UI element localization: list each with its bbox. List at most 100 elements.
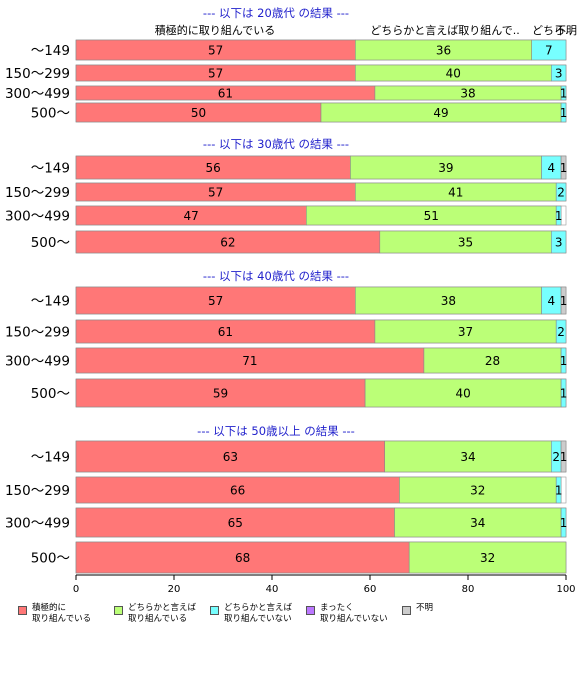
row-label: 500〜 bbox=[31, 106, 70, 122]
header-label: 積極的に取り組んでいる bbox=[155, 23, 275, 37]
bar-value-label: 71 bbox=[242, 354, 257, 368]
bar-segment bbox=[75, 286, 356, 315]
legend-label: 不明 bbox=[416, 603, 434, 613]
group-title: --- 以下は 40歳代 の結果 --- bbox=[203, 269, 349, 283]
bar-segment bbox=[560, 286, 567, 315]
bar-segment bbox=[550, 230, 567, 254]
x-tick-label: 80 bbox=[462, 584, 475, 595]
bar-value-label: 2 bbox=[557, 325, 565, 339]
bar-value-label: 1 bbox=[560, 387, 568, 401]
bar-segment bbox=[555, 319, 567, 344]
row-label: 〜149 bbox=[31, 450, 70, 466]
row-label: 150〜299 bbox=[5, 185, 70, 201]
bar-value-label: 57 bbox=[208, 186, 223, 200]
legend-label: どちらかと言えば 取り組んでいない bbox=[224, 603, 293, 624]
x-tick-label: 40 bbox=[266, 584, 279, 595]
bar-value-label: 2 bbox=[557, 186, 565, 200]
row-label: 〜149 bbox=[31, 161, 70, 177]
bar-value-label: 63 bbox=[223, 450, 238, 464]
row-label: 〜149 bbox=[31, 43, 70, 59]
row-label: 300〜499 bbox=[5, 86, 70, 102]
bar-value-label: 49 bbox=[433, 106, 448, 120]
group-title: --- 以下は 50歳以上 の結果 --- bbox=[197, 424, 355, 438]
bar-value-label: 1 bbox=[560, 106, 568, 120]
row-label: 500〜 bbox=[31, 551, 70, 567]
bar-value-label: 1 bbox=[555, 484, 563, 498]
bar-segment bbox=[560, 102, 567, 123]
bar-segment bbox=[75, 347, 425, 374]
row-label: 150〜299 bbox=[5, 66, 70, 82]
bar-value-label: 4 bbox=[547, 294, 555, 308]
bar-value-label: 50 bbox=[191, 106, 206, 120]
bar-value-label: 1 bbox=[560, 516, 568, 530]
bar-value-label: 41 bbox=[448, 186, 463, 200]
bar-value-label: 1 bbox=[560, 294, 568, 308]
row-label: 150〜299 bbox=[5, 483, 70, 499]
bar-value-label: 59 bbox=[213, 387, 228, 401]
bar-value-label: 34 bbox=[460, 450, 475, 464]
bar-value-label: 51 bbox=[424, 209, 439, 223]
bar-value-label: 1 bbox=[560, 161, 568, 175]
bar-value-label: 32 bbox=[470, 484, 485, 498]
bar-value-label: 37 bbox=[458, 325, 473, 339]
legend-swatch bbox=[210, 606, 219, 615]
bar-value-label: 1 bbox=[560, 450, 568, 464]
bar-segment bbox=[550, 64, 567, 82]
row-label: 500〜 bbox=[31, 235, 70, 251]
header-label: 不明 bbox=[555, 24, 577, 37]
bar-value-label: 38 bbox=[460, 87, 475, 101]
bar-value-label: 4 bbox=[547, 161, 555, 175]
bar-value-label: 36 bbox=[436, 44, 451, 58]
bar-value-label: 3 bbox=[555, 67, 563, 81]
x-tick-label: 20 bbox=[168, 584, 181, 595]
x-tick-label: 100 bbox=[556, 584, 575, 595]
legend-item: まったく 取り組んでいない bbox=[306, 603, 388, 625]
bar-segment bbox=[560, 507, 567, 538]
bar-segment bbox=[394, 507, 562, 538]
legend-swatch bbox=[114, 606, 123, 615]
row-label: 300〜499 bbox=[5, 209, 70, 225]
bar-value-label: 40 bbox=[446, 67, 461, 81]
bar-value-label: 56 bbox=[206, 161, 221, 175]
legend-item: 不明 bbox=[402, 603, 433, 615]
legend-label: 積極的に 取り組んでいる bbox=[32, 603, 92, 624]
bar-value-label: 66 bbox=[230, 484, 245, 498]
bar-segment bbox=[408, 541, 567, 574]
legend-swatch bbox=[306, 606, 315, 615]
bar-value-label: 1 bbox=[555, 209, 563, 223]
bar-segment bbox=[555, 476, 562, 504]
stacked-bar-chart: 積極的に取り組んでいる どちらかと言えば取り組んで.. どちら..不明 --- 以下は… bbox=[5, 6, 577, 595]
bar-segment bbox=[354, 286, 542, 315]
row-label: 300〜499 bbox=[5, 354, 70, 370]
group-title: --- 以下は 20歳代 の結果 --- bbox=[203, 6, 349, 20]
chart-legend: 積極的に 取り組んでいる どちらかと言えば 取り組んでいる どちらかと言えば 取り組… bbox=[18, 603, 578, 633]
bar-segment bbox=[75, 507, 395, 538]
bar-value-label: 1 bbox=[560, 87, 568, 101]
bar-value-label: 28 bbox=[485, 354, 500, 368]
legend-label: まったく 取り組んでいない bbox=[320, 603, 388, 624]
row-label: 〜149 bbox=[31, 294, 70, 310]
legend-item: 積極的に 取り組んでいる bbox=[18, 603, 91, 625]
bar-value-label: 1 bbox=[560, 354, 568, 368]
legend-label: どちらかと言えば 取り組んでいる bbox=[128, 603, 197, 624]
bar-value-label: 38 bbox=[441, 294, 456, 308]
legend-swatch bbox=[402, 606, 411, 615]
bar-value-label: 2 bbox=[552, 450, 560, 464]
bar-value-label: 62 bbox=[220, 236, 235, 250]
legend-item: どちらかと言えば 取り組んでいない bbox=[210, 603, 292, 625]
bar-segment bbox=[555, 182, 567, 202]
bar-value-label: 32 bbox=[480, 551, 495, 565]
legend-swatch bbox=[18, 606, 27, 615]
bar-value-label: 57 bbox=[208, 67, 223, 81]
bar-value-label: 47 bbox=[184, 209, 199, 223]
header-label: どちら.. bbox=[532, 24, 572, 37]
bar-segment bbox=[364, 378, 562, 408]
bar-segment bbox=[531, 39, 567, 61]
bar-value-label: 65 bbox=[228, 516, 243, 530]
bar-segment bbox=[560, 85, 567, 101]
row-label: 300〜499 bbox=[5, 516, 70, 532]
bar-value-label: 39 bbox=[438, 161, 453, 175]
header-label: どちらかと言えば取り組んで.. bbox=[370, 24, 519, 37]
group-title: --- 以下は 30歳代 の結果 --- bbox=[203, 137, 349, 151]
bar-value-label: 61 bbox=[218, 325, 233, 339]
